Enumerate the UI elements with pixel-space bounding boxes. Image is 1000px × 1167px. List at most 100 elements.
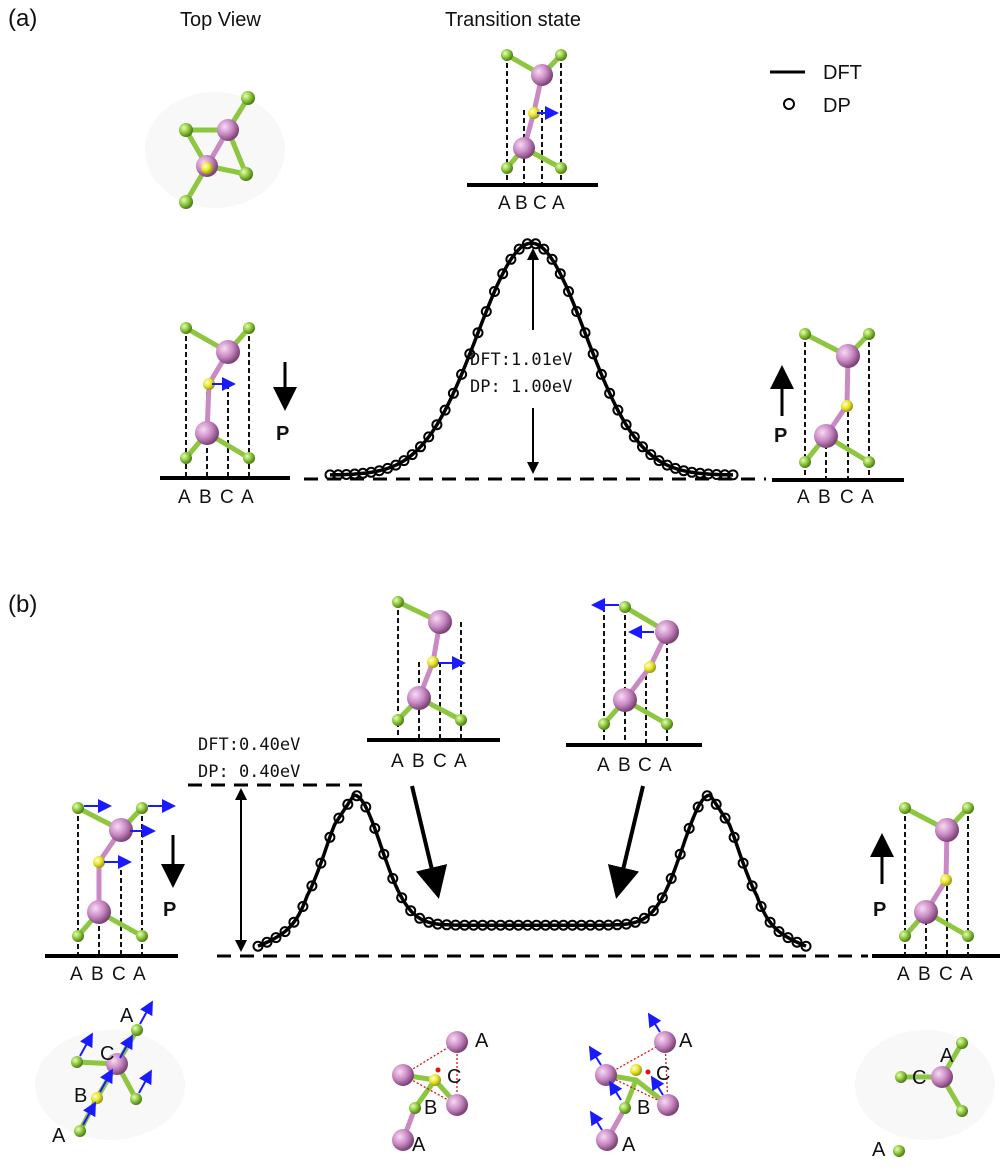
- polarization-label-a-left: P: [276, 423, 289, 445]
- dp-point: [647, 905, 659, 917]
- dp-point: [612, 404, 624, 416]
- barrier-dp-a: DP: 1.00eV: [470, 377, 572, 397]
- dp-point: [595, 368, 607, 380]
- svg-text:A: A: [659, 755, 672, 776]
- svg-text:A: A: [861, 487, 874, 508]
- dp-point: [497, 268, 509, 280]
- svg-text:C: C: [638, 755, 652, 776]
- polarization-label-a-right: P: [774, 425, 787, 447]
- svg-text:A: A: [391, 751, 404, 772]
- svg-text:A: A: [622, 1134, 636, 1156]
- dp-point: [737, 857, 749, 869]
- dp-point: [728, 831, 740, 843]
- top-view-b-4-icon: A C A: [855, 1030, 995, 1161]
- svg-text:C: C: [840, 487, 854, 508]
- dp-point: [773, 926, 785, 938]
- dp-point: [538, 243, 550, 255]
- dp-point: [261, 936, 273, 948]
- dp-point: [571, 306, 583, 317]
- dp-point: [638, 912, 650, 924]
- svg-text:A: A: [412, 1134, 426, 1156]
- dp-point: [447, 387, 459, 399]
- polarization-label-b-left: P: [163, 899, 176, 921]
- dp-point: [665, 873, 677, 884]
- svg-text:A: A: [597, 755, 610, 776]
- svg-text:A: A: [797, 487, 810, 508]
- svg-text:C: C: [912, 1067, 926, 1089]
- dp-point: [387, 873, 399, 884]
- dp-point: [360, 801, 372, 813]
- dp-point: [324, 831, 336, 843]
- svg-text:B: B: [515, 193, 528, 214]
- svg-text:A: A: [475, 1030, 489, 1052]
- dp-point: [683, 822, 695, 834]
- dp-point: [288, 916, 300, 928]
- transition-state-structure-icon: [467, 49, 598, 187]
- svg-text:B: B: [91, 964, 104, 985]
- final-state-structure-icon: [772, 328, 904, 482]
- dp-point: [656, 892, 668, 904]
- dp-point: [279, 926, 291, 938]
- legend: DFT DP: [770, 62, 862, 117]
- legend-dp-label: DP: [823, 95, 851, 117]
- dp-point: [342, 798, 354, 810]
- stacking-label-a-right: A B C A: [797, 487, 874, 508]
- dp-point: [414, 912, 426, 924]
- dp-point: [629, 916, 641, 928]
- dp-point: [579, 327, 591, 339]
- final-state-structure-b-icon: [872, 802, 1000, 958]
- svg-text:C: C: [112, 964, 126, 985]
- dp-point: [406, 449, 418, 461]
- pointer-arrow-left: [410, 785, 448, 899]
- intermediate-structure-2-icon: [566, 598, 702, 747]
- stacking-label-a-ts: A B C A: [498, 193, 565, 214]
- dp-point: [710, 798, 722, 810]
- dp-point: [692, 801, 704, 813]
- stacking-label-b-int1: A B C A: [391, 751, 467, 772]
- dp-point: [464, 348, 476, 360]
- dp-point: [369, 822, 381, 834]
- dp-point: [800, 940, 812, 952]
- polarization-label-b-right: P: [873, 899, 886, 921]
- stacking-label-b-int2: A B C A: [597, 755, 672, 776]
- svg-text:B: B: [412, 751, 425, 772]
- dp-point: [472, 327, 484, 339]
- intermediate-structure-1-icon: [367, 596, 500, 742]
- dp-point: [637, 441, 648, 453]
- svg-text:B: B: [199, 487, 212, 508]
- svg-text:A: A: [52, 1125, 66, 1147]
- dp-point: [755, 901, 767, 912]
- dp-point: [505, 253, 517, 265]
- dp-point: [674, 848, 686, 860]
- dp-point: [297, 901, 309, 912]
- dp-point: [791, 936, 803, 948]
- dp-point: [405, 905, 417, 917]
- svg-text:C: C: [447, 1066, 461, 1088]
- dp-point: [513, 243, 525, 255]
- top-view-structure-icon: [145, 91, 285, 209]
- dp-point: [782, 932, 794, 944]
- dp-point: [719, 812, 731, 824]
- barrier-dp-b: DP: 0.40eV: [198, 762, 300, 782]
- stacking-label-a-left: A B C A: [178, 487, 254, 508]
- legend-dft-label: DFT: [823, 62, 862, 84]
- dp-point: [306, 880, 318, 892]
- panel-b-tag: (b): [8, 591, 37, 618]
- svg-text:A: A: [498, 193, 511, 214]
- dp-point: [645, 449, 657, 461]
- svg-text:A: A: [454, 751, 467, 772]
- dp-point: [764, 916, 776, 928]
- dp-point: [727, 469, 739, 481]
- svg-text:A: A: [552, 193, 565, 214]
- top-view-b-2-icon: A C B A: [392, 1030, 489, 1156]
- barrier-dft-a: DFT:1.01eV: [470, 350, 572, 370]
- panel-a: (a) Top View Transition state DFT DP: [8, 5, 904, 508]
- svg-text:A: A: [241, 487, 254, 508]
- panel-a-tag: (a): [8, 5, 37, 32]
- svg-text:B: B: [818, 487, 831, 508]
- dp-point: [701, 790, 713, 802]
- svg-text:B: B: [637, 1097, 650, 1119]
- dp-point: [587, 348, 599, 360]
- dp-point: [604, 387, 616, 399]
- dp-point: [333, 812, 345, 824]
